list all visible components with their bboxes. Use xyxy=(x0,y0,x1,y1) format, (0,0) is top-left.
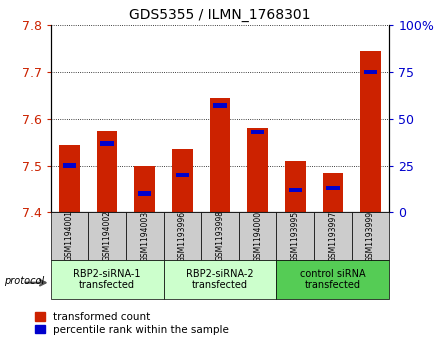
Text: GSM1193999: GSM1193999 xyxy=(366,211,375,261)
Bar xyxy=(360,51,381,212)
Bar xyxy=(209,98,231,212)
Bar xyxy=(134,166,155,212)
Text: GSM1194001: GSM1194001 xyxy=(65,211,74,261)
Bar xyxy=(201,212,239,260)
Bar xyxy=(51,260,164,299)
Text: GSM1193995: GSM1193995 xyxy=(291,211,300,261)
Bar xyxy=(239,212,276,260)
Bar xyxy=(314,212,352,260)
Text: GSM1194003: GSM1194003 xyxy=(140,211,149,261)
Text: GSM1193996: GSM1193996 xyxy=(178,211,187,261)
Bar xyxy=(352,212,389,260)
Text: RBP2-siRNA-2
transfected: RBP2-siRNA-2 transfected xyxy=(186,269,254,290)
Text: GSM1194000: GSM1194000 xyxy=(253,211,262,261)
Bar xyxy=(51,212,88,260)
Text: GSM1194002: GSM1194002 xyxy=(103,211,112,261)
Bar xyxy=(100,141,114,146)
Bar xyxy=(247,128,268,212)
Bar xyxy=(97,131,117,212)
Bar xyxy=(126,212,164,260)
Bar xyxy=(364,70,378,74)
Text: control siRNA
transfected: control siRNA transfected xyxy=(300,269,366,290)
Bar xyxy=(59,144,80,212)
Legend: transformed count, percentile rank within the sample: transformed count, percentile rank withi… xyxy=(35,312,229,335)
Bar xyxy=(62,163,76,168)
Bar xyxy=(323,173,343,212)
Bar xyxy=(289,188,302,192)
Title: GDS5355 / ILMN_1768301: GDS5355 / ILMN_1768301 xyxy=(129,8,311,22)
Bar xyxy=(164,212,201,260)
Bar xyxy=(326,186,340,190)
Bar xyxy=(164,260,276,299)
Bar xyxy=(176,173,189,177)
Bar xyxy=(213,103,227,108)
Bar xyxy=(276,260,389,299)
Bar xyxy=(88,212,126,260)
Text: GSM1193998: GSM1193998 xyxy=(216,211,224,261)
Bar xyxy=(251,130,264,134)
Bar xyxy=(172,149,193,212)
Bar xyxy=(285,161,306,212)
Bar xyxy=(276,212,314,260)
Bar xyxy=(138,191,151,196)
Text: RBP2-siRNA-1
transfected: RBP2-siRNA-1 transfected xyxy=(73,269,141,290)
Text: GSM1193997: GSM1193997 xyxy=(328,211,337,261)
Text: protocol: protocol xyxy=(4,276,44,286)
